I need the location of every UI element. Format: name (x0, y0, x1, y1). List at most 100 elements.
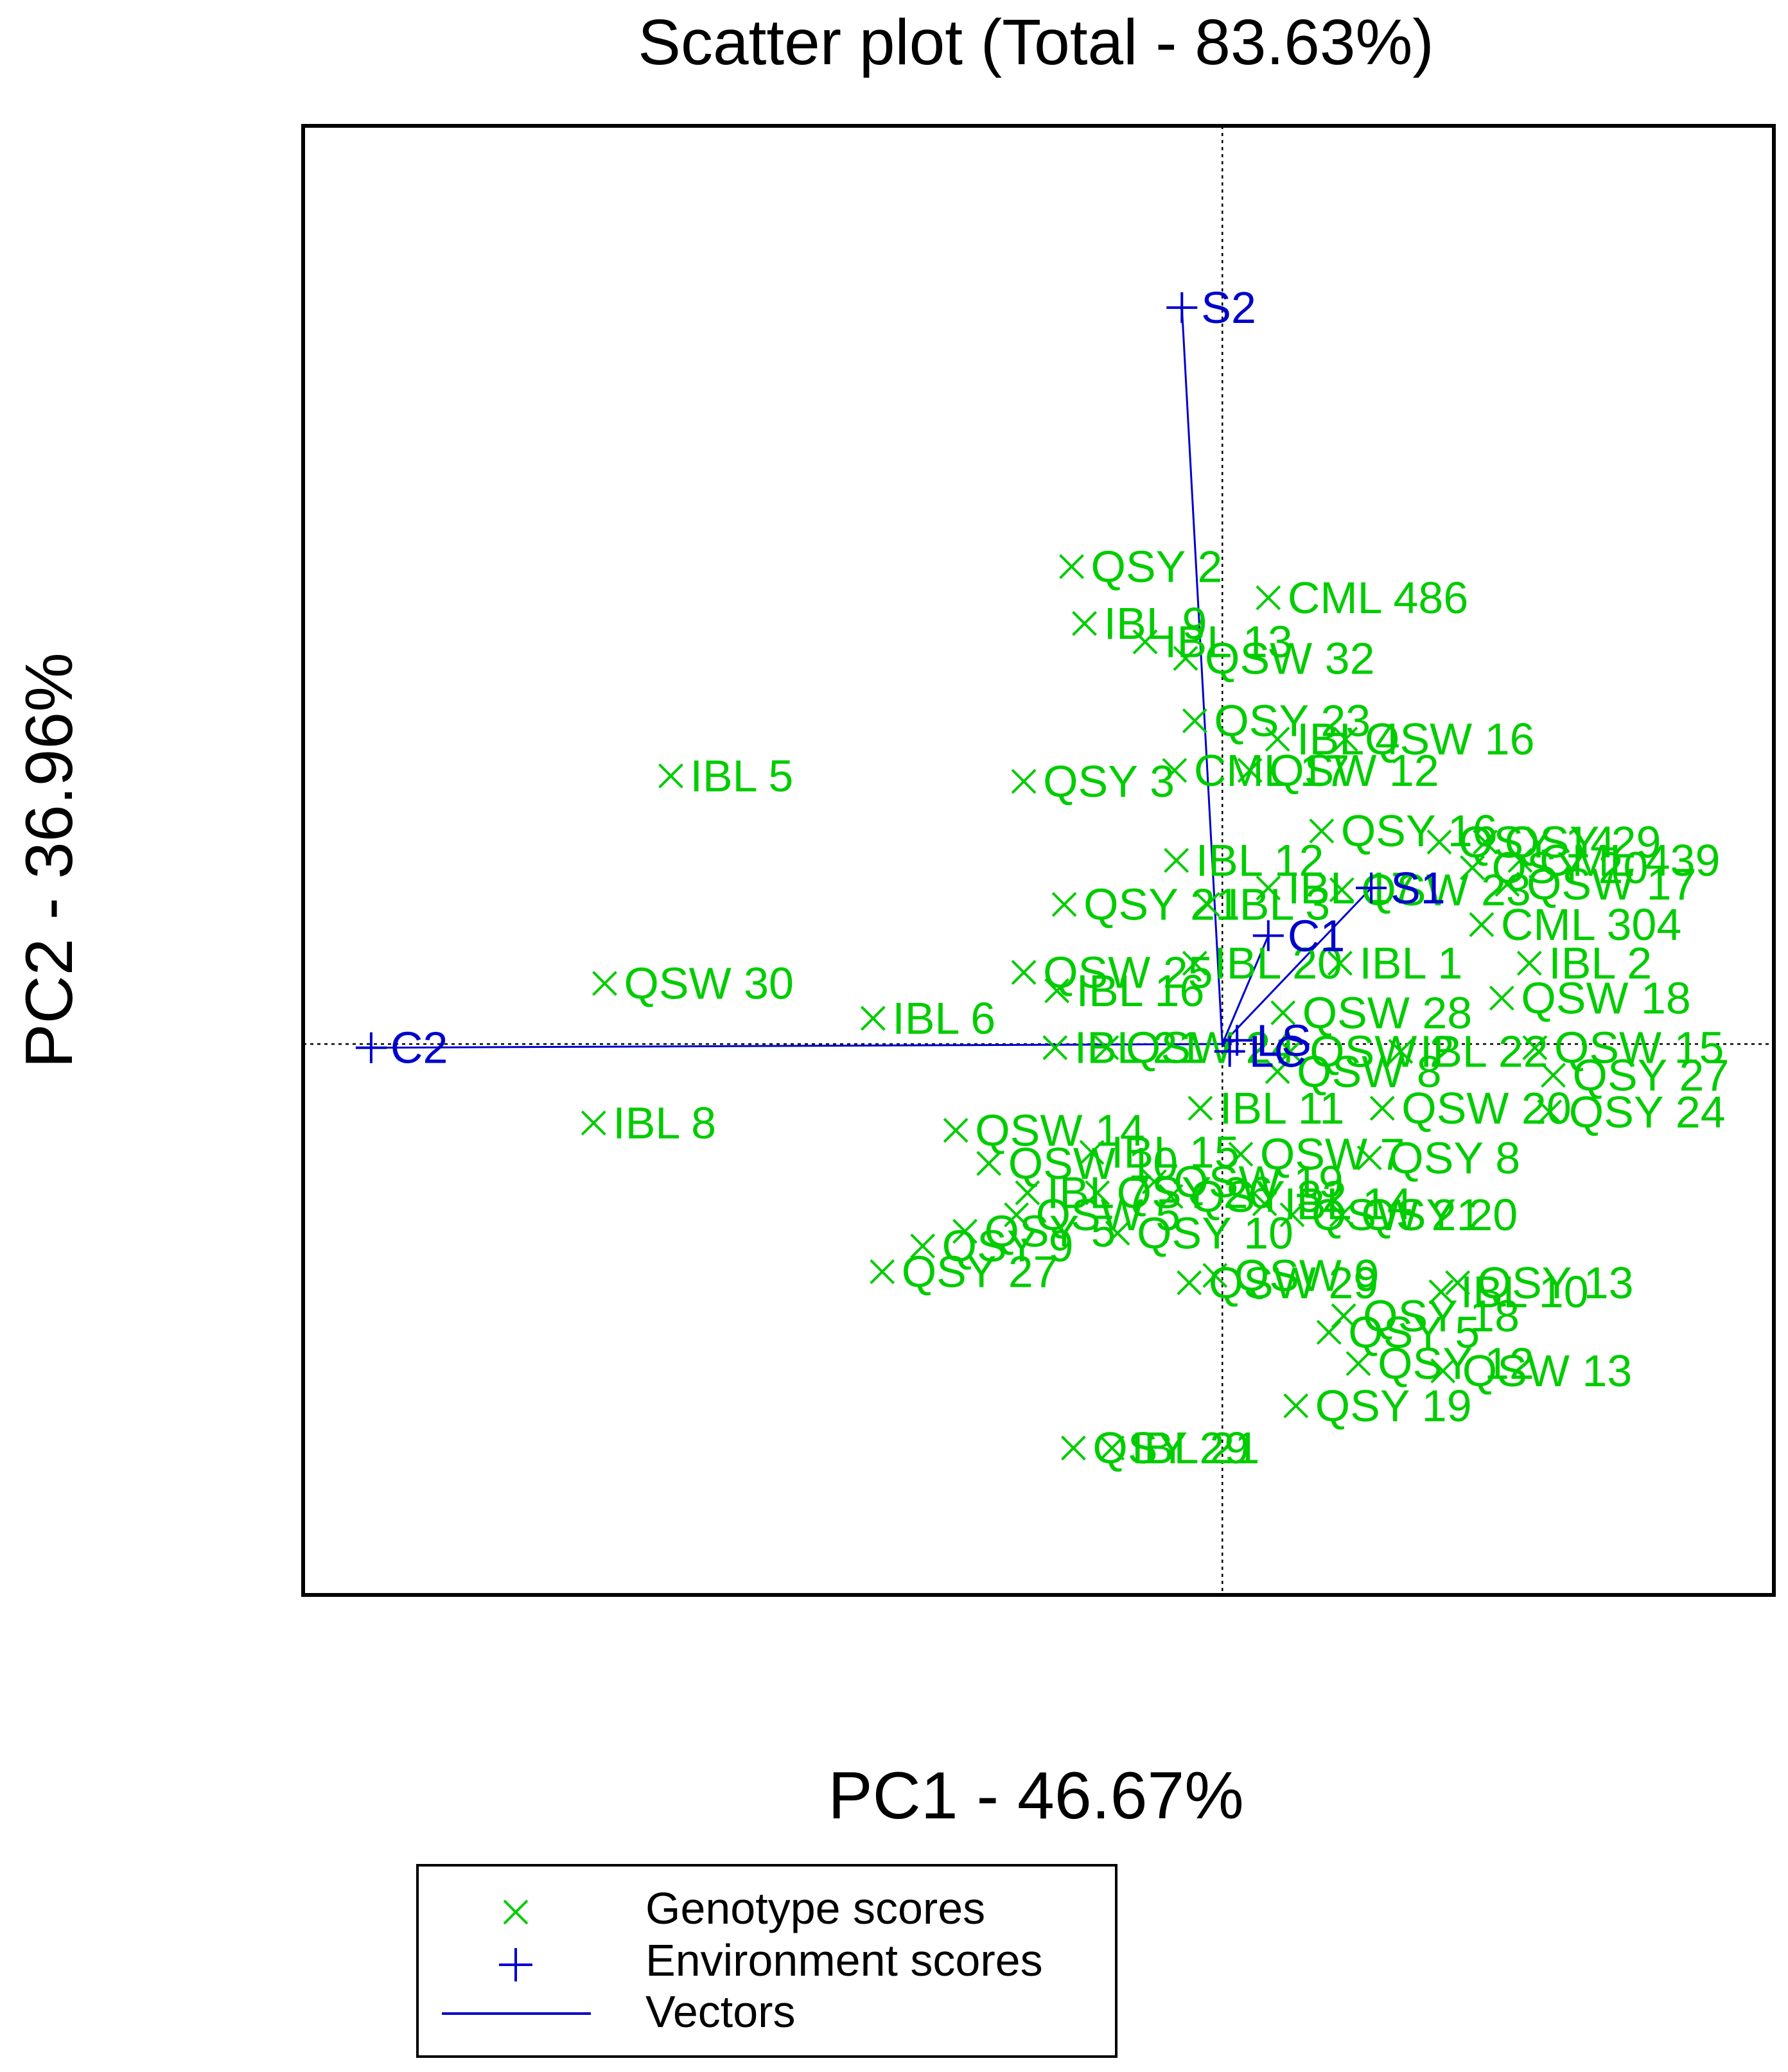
genotype-label: IBL 8 (613, 1098, 716, 1148)
genotype-point-ibl-4: IBL 4 (1265, 714, 1400, 764)
genotype-point-qsy-19: QSY 19 (1283, 1380, 1472, 1431)
genotype-point-qsy-8: QSY 8 (1356, 1133, 1520, 1183)
genotype-marker (1188, 1095, 1213, 1121)
genotype-marker (581, 1110, 606, 1136)
genotype-label: QSY 5 (985, 1206, 1116, 1257)
genotype-label: QSY 16 (1341, 806, 1498, 856)
genotype-label: IBL 1 (1359, 938, 1462, 988)
genotype-point-ibl-20: IBL 20 (1182, 938, 1342, 988)
genotype-marker (1345, 1351, 1371, 1377)
genotype-label: IBL 22 (1420, 1026, 1548, 1076)
genotype-marker (1044, 978, 1070, 1004)
genotype-point-qsw-18: QSW 18 (1489, 973, 1691, 1023)
genotype-label: IBL 20 (1214, 938, 1342, 988)
genotype-label: QSY 8 (1389, 1133, 1520, 1183)
genotype-marker (1202, 1262, 1228, 1288)
genotype-point-qsw-23: QSW 23 (1329, 865, 1531, 915)
genotype-point-qsy-12: QSY 12 (1345, 1339, 1534, 1389)
genotype-marker (1541, 1063, 1566, 1088)
genotype-marker (1141, 1169, 1167, 1194)
genotype-marker (1426, 829, 1452, 855)
genotype-label: QSW 18 (1521, 973, 1691, 1023)
genotype-label: IBL 6 (892, 993, 995, 1043)
genotype-label: QSY 20 (1361, 1190, 1518, 1240)
chart-title: Scatter plot (Total - 83.63%) (638, 6, 1433, 78)
genotype-marker (1011, 960, 1037, 985)
genotype-label: QSW 16 (1365, 714, 1535, 764)
genotype-marker (1428, 1279, 1454, 1305)
genotype-marker (1283, 1393, 1309, 1418)
genotype-marker (1309, 818, 1335, 844)
genotype-marker (1537, 1099, 1563, 1125)
genotype-marker (1277, 1039, 1303, 1064)
genotype-marker (1079, 1140, 1105, 1165)
genotype-label: QSY 19 (1315, 1380, 1472, 1431)
environment-label: S2 (1201, 283, 1256, 333)
genotype-point-ibl-15: IBL 15 (1079, 1127, 1240, 1178)
genotype-label: QSW 8 (1297, 1047, 1442, 1097)
genotype-marker (910, 1233, 936, 1259)
legend-environment-label: Environment scores (645, 1935, 1043, 1985)
genotype-label: QSW 10 (1008, 1138, 1179, 1188)
vector-s2 (1180, 308, 1223, 1045)
genotype-label: QSY 29 (1505, 817, 1661, 867)
genotype-marker (1228, 1142, 1254, 1167)
genotype-marker (1473, 829, 1498, 855)
genotype-marker (976, 1151, 1002, 1176)
environment-label: S1 (1390, 863, 1446, 913)
genotype-point-qsw-24: QSW 24 (1094, 1023, 1296, 1073)
genotype-label: CML 304 (1501, 900, 1681, 950)
genotype-label: IBL 5 (690, 751, 794, 801)
genotype-label: QSY 10 (1137, 1208, 1293, 1258)
genotype-marker (1100, 1435, 1125, 1461)
genotype-point-qsw-2: QSW 2 (1277, 1026, 1455, 1076)
vector-c2 (371, 1043, 1223, 1049)
genotype-label: QSW 2 (1310, 1026, 1455, 1076)
genotype-point-cml-304: CML 304 (1469, 900, 1681, 950)
genotype-label: QSW 20 (1401, 1083, 1572, 1133)
genotype-label: QSY 27 (902, 1247, 1058, 1297)
genotype-marker (1004, 1202, 1030, 1228)
genotype-point-qsy-16: QSY 16 (1309, 806, 1498, 856)
genotype-point-qsw-7: QSW 7 (1228, 1129, 1405, 1180)
genotype-marker (1177, 1270, 1202, 1296)
genotype-point-qsy-5: QSY 5 (952, 1206, 1116, 1257)
genotype-marker (592, 971, 617, 997)
genotype-point-qsy-18: QSY 18 (1331, 1291, 1520, 1341)
genotype-point-qsw-9: QSW 9 (1202, 1250, 1379, 1300)
genotype-point-ibl-5: IBL 5 (658, 751, 794, 801)
genotype-label: QSW 24 (1126, 1023, 1296, 1073)
genotype-label: CML 17 (1194, 745, 1350, 796)
genotype-point-ibl-21: IBL 21 (1042, 1023, 1203, 1073)
genotype-marker (1105, 1221, 1130, 1246)
genotype-point-ibl-1: IBL 1 (1328, 938, 1462, 988)
genotype-marker (1507, 848, 1533, 873)
genotype-label: IBL 21 (1132, 1423, 1260, 1473)
genotype-point-qsy-13: QSY 13 (1445, 1258, 1634, 1308)
genotype-point-qsy-26: QSY 26 (1085, 1168, 1273, 1218)
environment-label: LC (1249, 1026, 1306, 1076)
genotype-marker (1237, 758, 1263, 783)
genotype-label: QSY 9 (942, 1221, 1074, 1271)
genotype-point-qsy-9: QSY 9 (910, 1221, 1074, 1271)
genotype-marker (1182, 950, 1207, 976)
genotype-label: QSW 14 (975, 1105, 1145, 1155)
genotype-marker (1316, 1319, 1342, 1345)
genotype-point-ibl-6: IBL 6 (860, 993, 995, 1043)
genotype-label: CML 486 (1288, 573, 1468, 623)
genotype-label: IBL 3 (1227, 880, 1330, 930)
genotype-label: QSW 7 (1260, 1129, 1405, 1180)
genotype-marker (1469, 912, 1494, 937)
genotype-label: QSY 29 (1092, 1423, 1249, 1473)
genotype-label: IBL 11 (1220, 1083, 1345, 1133)
genotype-point-qsy-29: QSY 29 (1473, 817, 1661, 867)
genotype-marker (1460, 855, 1485, 880)
genotype-label: IBL 15 (1111, 1127, 1240, 1178)
genotype-marker (1015, 1180, 1040, 1206)
genotype-point-qsy-20: QSY 20 (1329, 1190, 1518, 1240)
genotype-marker (1085, 1180, 1110, 1206)
genotype-point-ibl-11: IBL 11 (1188, 1083, 1345, 1133)
genotype-point-qsw-29: QSW 29 (1177, 1258, 1378, 1308)
